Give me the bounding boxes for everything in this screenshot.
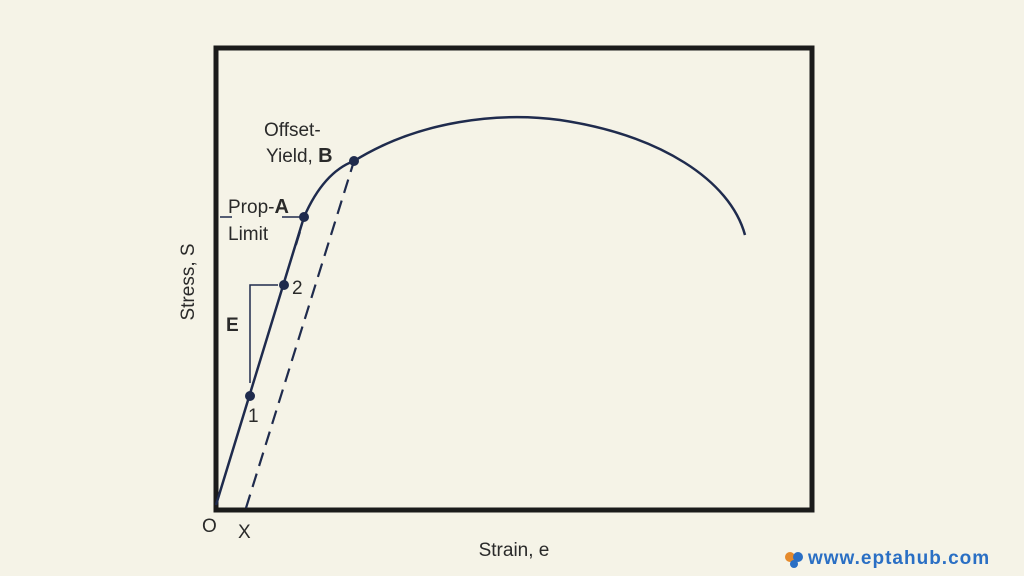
origin-label: O xyxy=(202,516,217,537)
watermark: www.eptahub.com xyxy=(807,548,990,569)
plot-frame xyxy=(213,45,815,513)
watermark-logo xyxy=(785,552,803,568)
point-a xyxy=(299,212,309,222)
offset-yield-label: Offset- xyxy=(264,120,321,141)
point-label: 1 xyxy=(248,406,259,427)
y-axis-label: Stress, S xyxy=(178,243,199,320)
point-label: 2 xyxy=(292,278,303,299)
point-1 xyxy=(245,391,255,401)
modulus-bracket xyxy=(249,284,278,383)
prop-limit-label: Prop-A xyxy=(228,196,289,218)
curve-tick xyxy=(295,231,301,246)
stress-strain-curve xyxy=(214,116,747,506)
point-2 xyxy=(279,280,289,290)
prop-limit-label: Limit xyxy=(228,224,269,245)
offset-line xyxy=(244,160,356,509)
offset-yield-label: Yield, B xyxy=(266,145,333,167)
point-b xyxy=(349,156,359,166)
modulus-label: E xyxy=(226,315,239,336)
x-axis-label: Strain, e xyxy=(479,540,550,561)
offset-origin-label: X xyxy=(238,522,251,543)
